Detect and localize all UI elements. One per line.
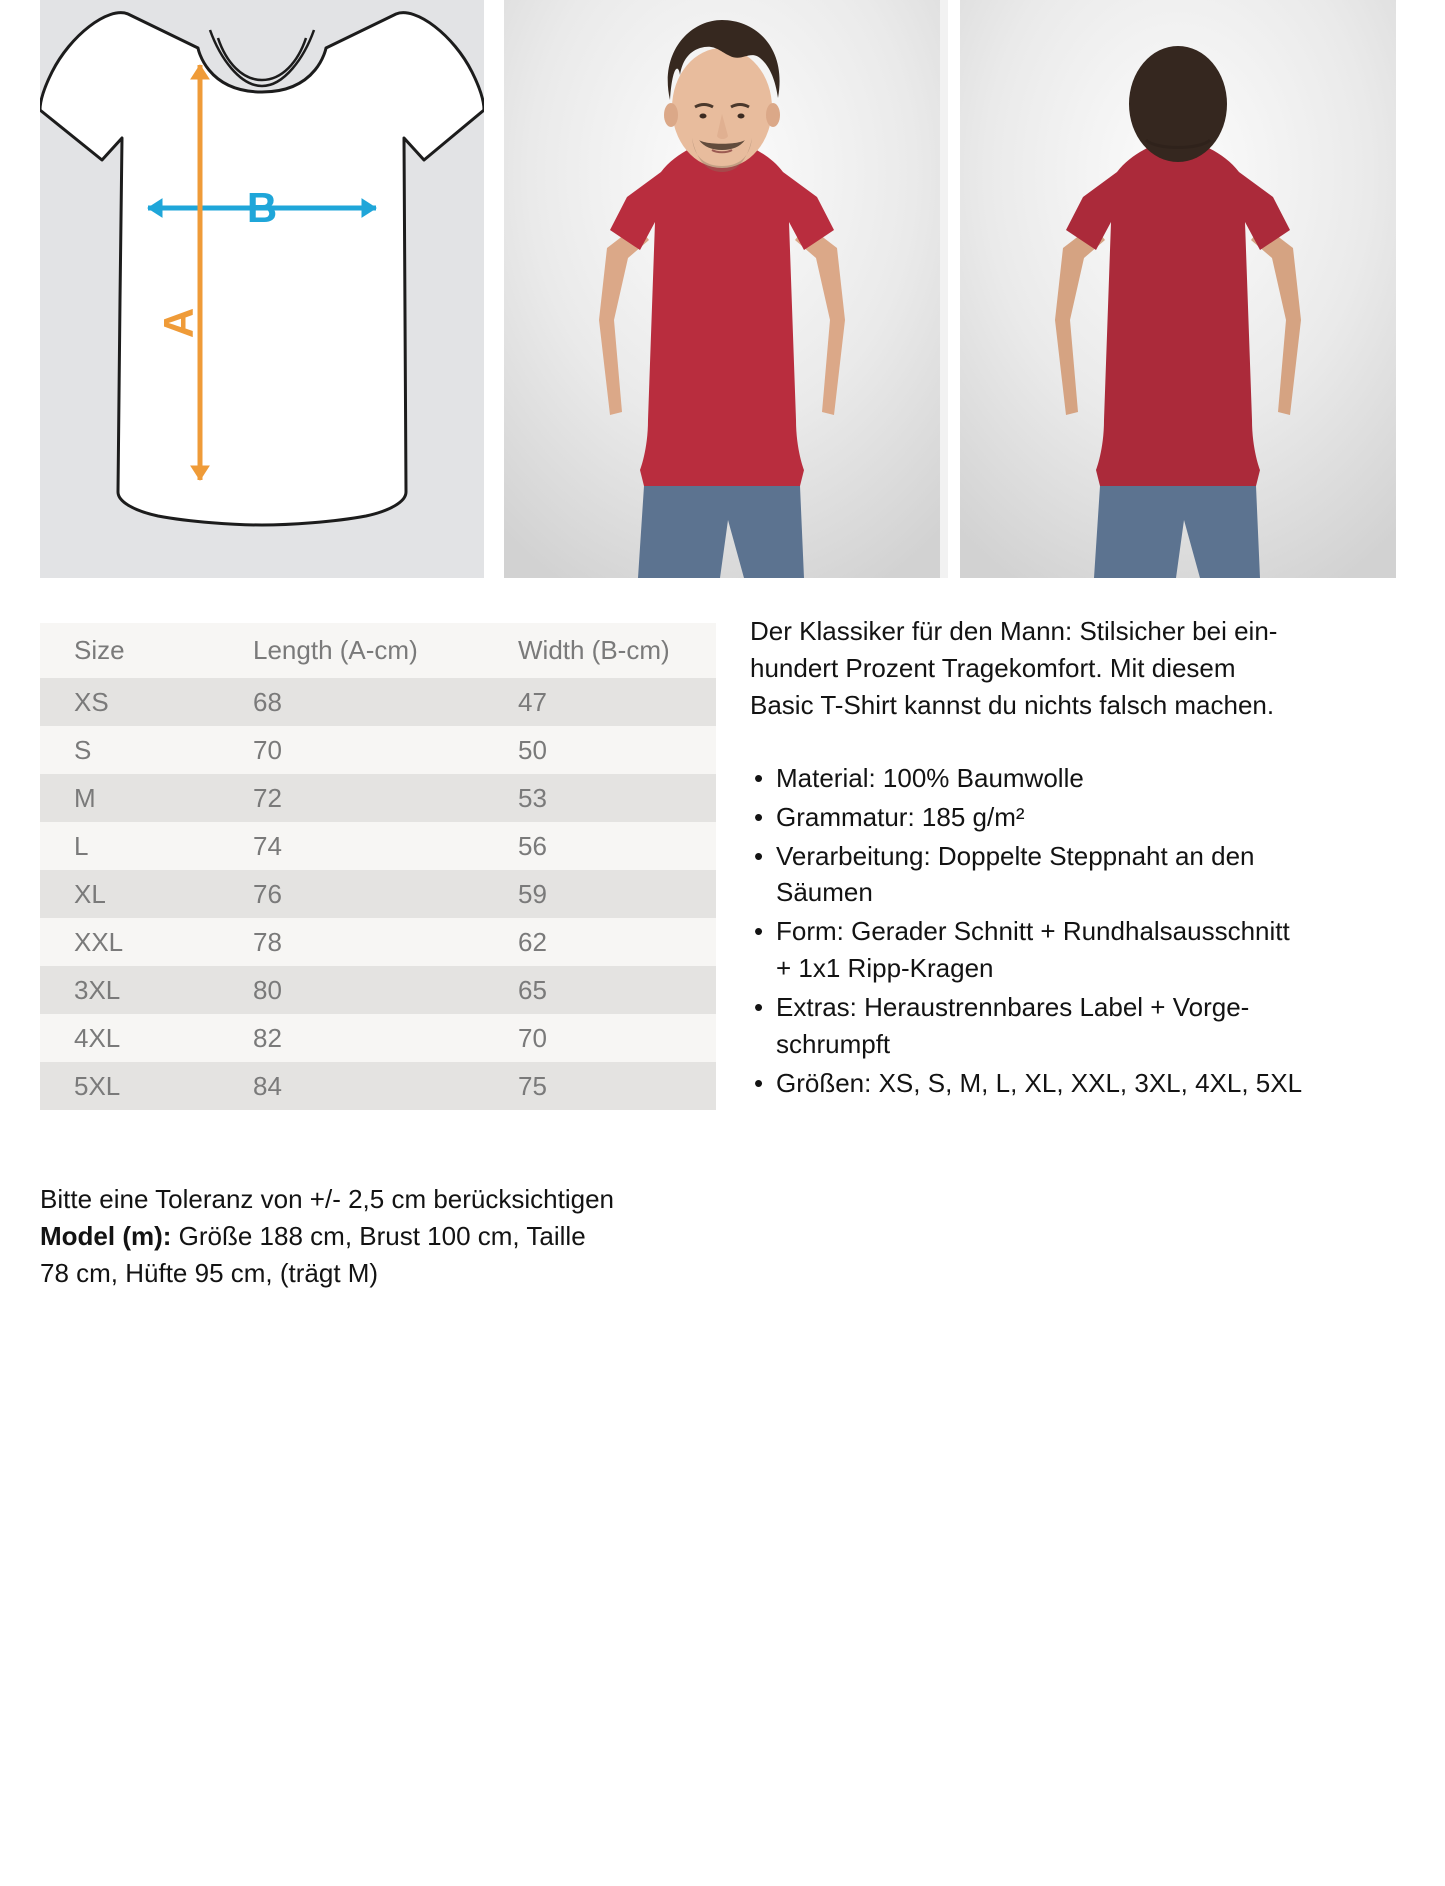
svg-text:A: A [155, 308, 202, 338]
svg-text:B: B [247, 184, 277, 231]
